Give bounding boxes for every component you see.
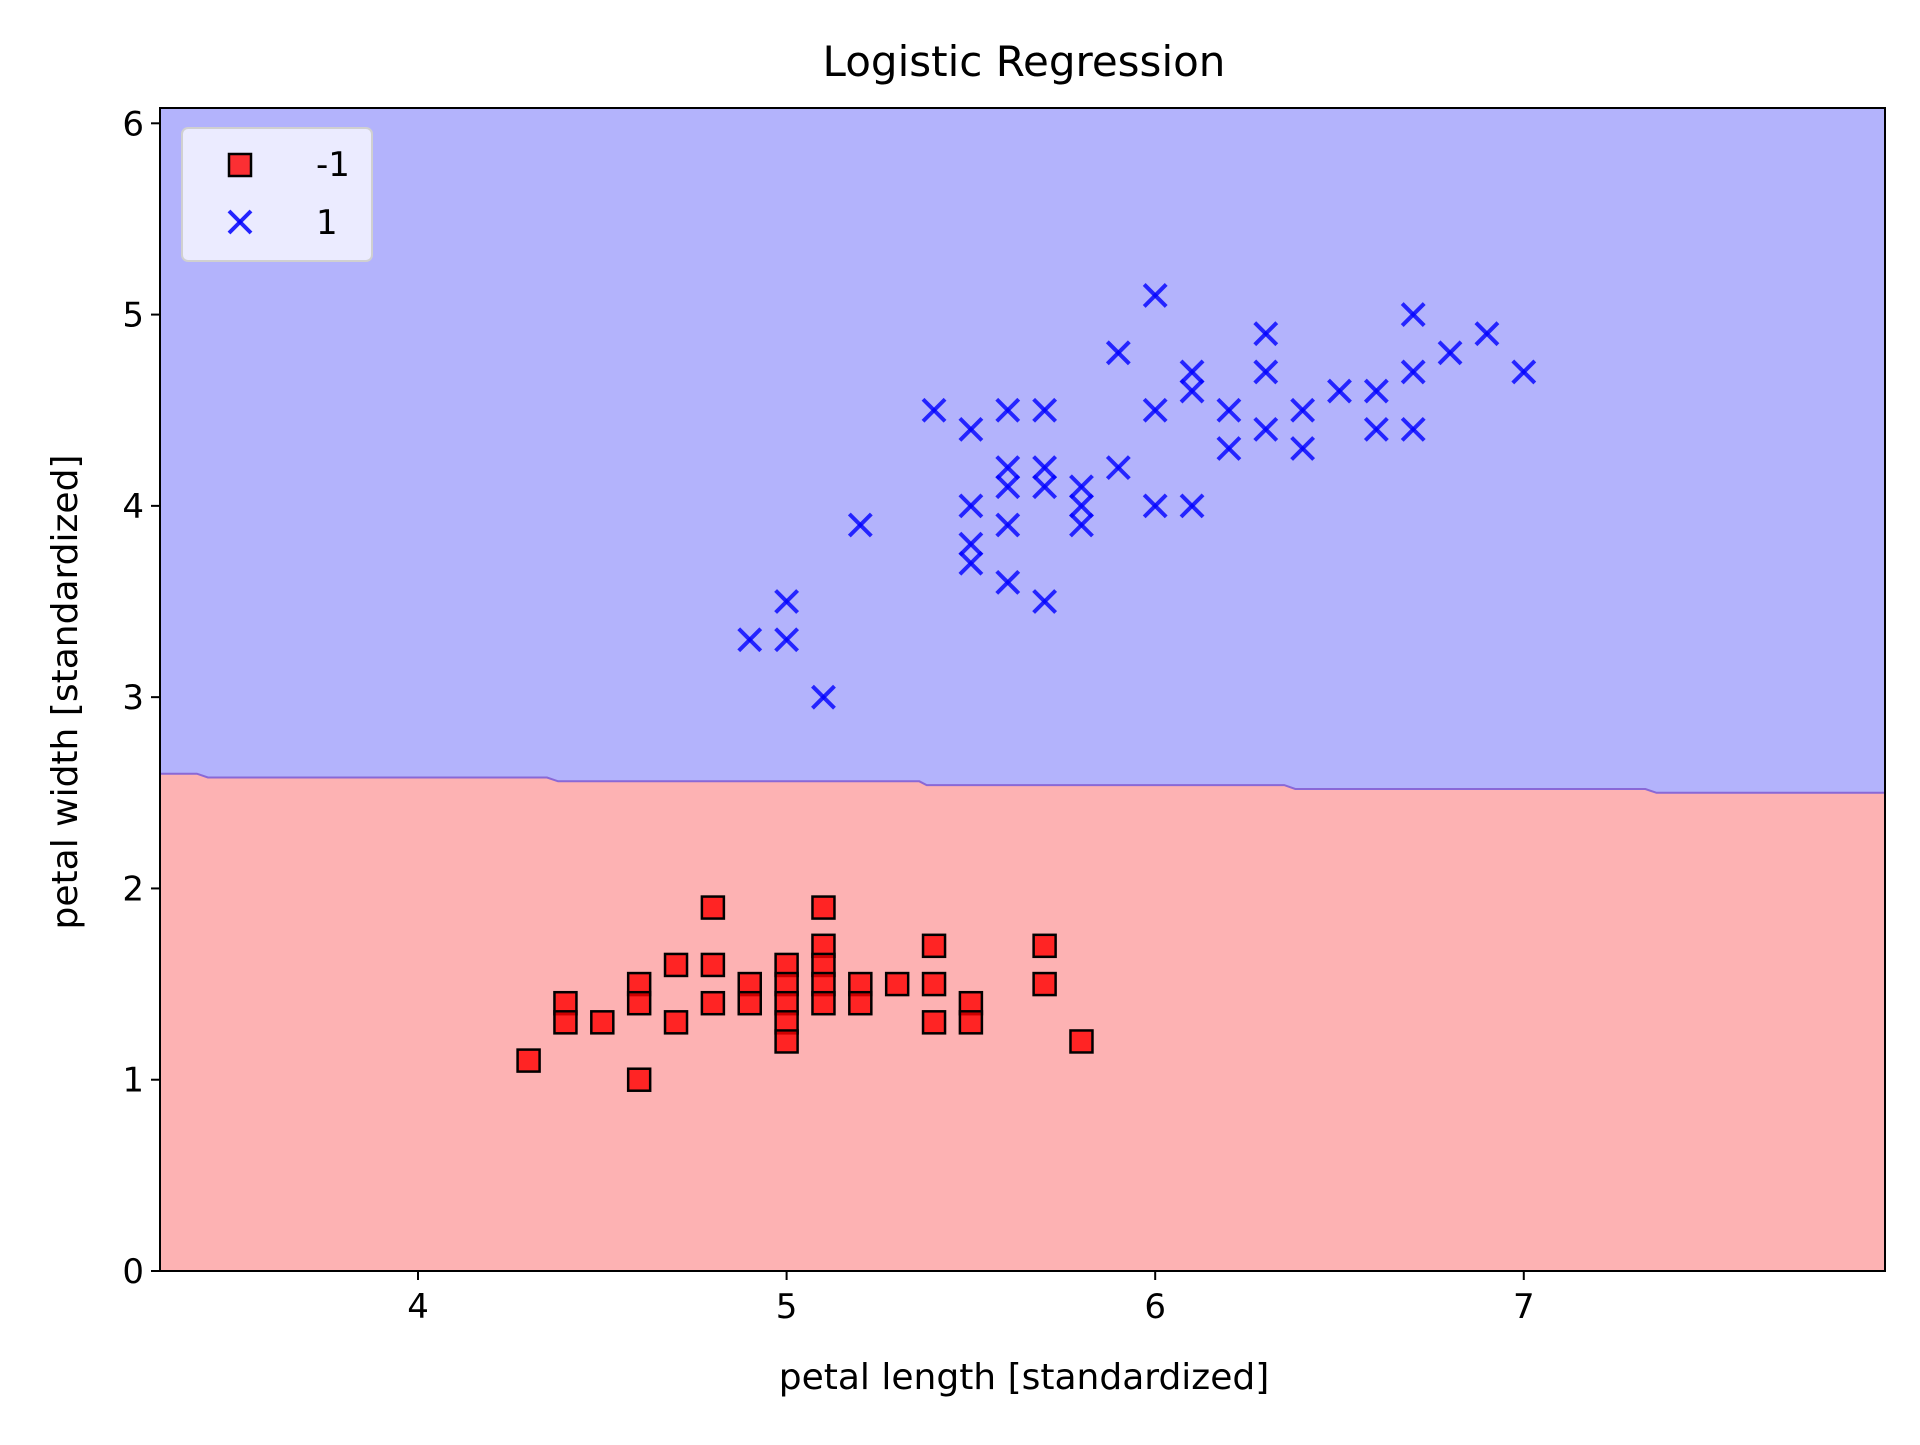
- point-class-1: [995, 512, 1021, 538]
- point-class-neg1: [626, 1067, 652, 1092]
- point-class-neg1: [663, 1010, 689, 1035]
- point-class-neg1: [700, 952, 726, 978]
- point-class-neg1: [774, 1029, 799, 1054]
- point-class-1: [995, 474, 1021, 500]
- point-class-1: [1363, 378, 1389, 404]
- region-class-neg1: [160, 773, 1885, 1271]
- point-class-1: [774, 589, 800, 614]
- legend-marker-x: [227, 209, 253, 235]
- point-class-neg1: [811, 895, 836, 920]
- x-tick-label: 4: [407, 1287, 429, 1327]
- point-class-neg1: [1032, 971, 1057, 997]
- point-class-1: [958, 550, 984, 576]
- point-class-1: [1290, 436, 1316, 461]
- x-tick-label: 5: [776, 1287, 798, 1327]
- point-class-1: [737, 627, 763, 653]
- x-axis-label: petal length [standardized]: [779, 1357, 1269, 1398]
- point-class-1: [1069, 512, 1094, 538]
- point-class-1: [1069, 474, 1094, 500]
- point-class-1: [1400, 302, 1426, 327]
- point-class-1: [811, 684, 836, 710]
- y-tick-label: 4: [122, 487, 144, 527]
- point-class-1: [958, 493, 984, 519]
- point-class-1: [847, 512, 873, 538]
- y-tick-label: 2: [122, 869, 144, 909]
- point-class-1: [1327, 378, 1352, 404]
- point-class-1: [1511, 359, 1537, 385]
- point-class-1: [1032, 455, 1058, 481]
- point-class-1: [995, 397, 1021, 423]
- point-class-1: [1400, 416, 1426, 442]
- legend-label-1: 1: [316, 203, 338, 243]
- point-class-1: [1400, 359, 1426, 385]
- x-tick-label: 7: [1513, 1287, 1535, 1327]
- decision-boundary: [160, 772, 1885, 794]
- point-class-neg1: [737, 990, 762, 1016]
- y-tick-label: 5: [122, 296, 144, 336]
- point-class-1: [1437, 340, 1463, 366]
- y-axis-label: petal width [standardized]: [45, 455, 86, 930]
- point-class-1: [1253, 321, 1279, 347]
- x-tick-label: 6: [1144, 1287, 1166, 1327]
- point-class-neg1: [590, 1010, 615, 1035]
- point-class-1: [995, 455, 1021, 481]
- legend: -1 1: [181, 127, 373, 262]
- point-class-1: [958, 531, 984, 557]
- point-class-1: [1179, 359, 1205, 385]
- point-class-1: [1105, 455, 1131, 481]
- point-class-1: [1179, 493, 1205, 519]
- y-tick-label: 3: [122, 678, 144, 718]
- point-class-neg1: [848, 990, 873, 1016]
- point-class-1: [995, 569, 1021, 595]
- point-class-1: [958, 416, 984, 442]
- point-class-1: [1105, 340, 1131, 366]
- chart-title: Logistic Regression: [823, 37, 1226, 86]
- point-class-neg1: [553, 1010, 578, 1035]
- point-class-1: [1363, 416, 1389, 442]
- point-class-1: [1032, 397, 1058, 423]
- point-class-neg1: [700, 895, 726, 920]
- point-class-neg1: [921, 971, 947, 997]
- point-class-neg1: [1032, 933, 1057, 959]
- point-class-1: [1142, 397, 1168, 423]
- point-class-1: [1179, 378, 1205, 404]
- point-class-neg1: [921, 1010, 947, 1035]
- point-class-1: [1032, 589, 1058, 614]
- point-class-1: [1216, 436, 1242, 461]
- point-class-neg1: [884, 971, 910, 997]
- point-class-1: [1032, 474, 1058, 500]
- legend-marker-square: [227, 152, 253, 178]
- point-class-neg1: [811, 990, 836, 1016]
- point-class-neg1: [921, 933, 947, 959]
- point-class-neg1: [1069, 1029, 1094, 1054]
- point-class-1: [1253, 416, 1279, 442]
- point-class-neg1: [958, 1010, 984, 1035]
- legend-label-neg1: -1: [316, 145, 350, 185]
- point-class-neg1: [663, 952, 689, 978]
- data-points: [516, 283, 1537, 1092]
- point-class-1: [774, 627, 800, 653]
- point-class-1: [1290, 397, 1316, 423]
- point-class-1: [921, 397, 947, 423]
- y-tick-label: 0: [122, 1252, 144, 1292]
- point-class-1: [1474, 321, 1500, 347]
- point-class-1: [1142, 283, 1168, 308]
- decision-regions: [160, 108, 1885, 1271]
- y-tick-label: 6: [122, 104, 144, 144]
- plot-frame: [159, 107, 1886, 1272]
- point-class-1: [1142, 493, 1168, 519]
- y-tick-label: 1: [122, 1061, 144, 1101]
- axis-ticks: 4 5 6 7 0 1 2 3 4 5 6: [122, 104, 1534, 1327]
- point-class-neg1: [700, 990, 726, 1016]
- point-class-neg1: [516, 1048, 541, 1073]
- point-class-1: [1069, 493, 1094, 519]
- point-class-1: [1253, 359, 1279, 385]
- point-class-1: [1216, 397, 1242, 423]
- point-class-neg1: [626, 990, 652, 1016]
